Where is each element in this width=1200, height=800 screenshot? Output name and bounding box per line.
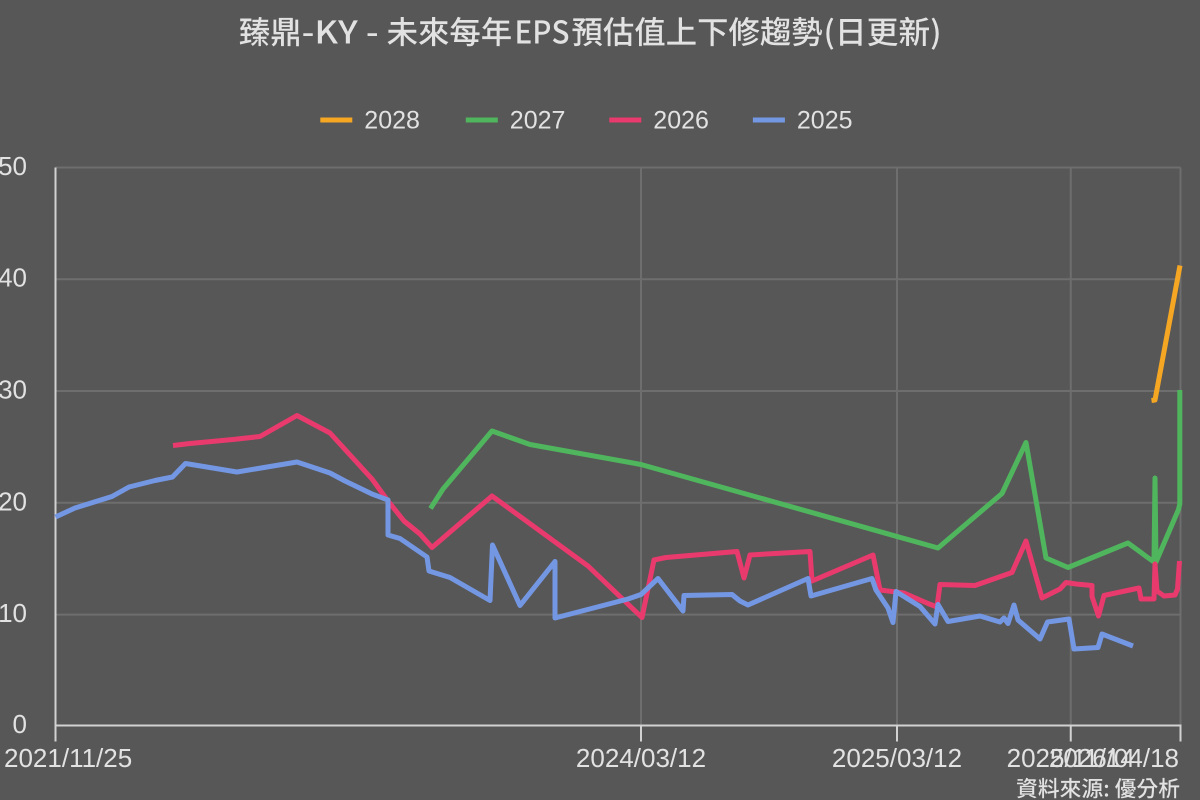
svg-text:30: 30 xyxy=(0,375,27,405)
svg-text:2028: 2028 xyxy=(364,107,420,135)
svg-text:2025/03/12: 2025/03/12 xyxy=(832,743,962,773)
svg-text:2027: 2027 xyxy=(510,107,566,135)
svg-text:10: 10 xyxy=(0,598,27,628)
svg-text:2026: 2026 xyxy=(653,107,709,135)
svg-text:2021/11/25: 2021/11/25 xyxy=(4,743,132,773)
svg-text:50: 50 xyxy=(0,151,27,181)
svg-text:2024/03/12: 2024/03/12 xyxy=(576,743,706,773)
svg-text:20: 20 xyxy=(0,486,27,516)
svg-text:2026/04/18: 2026/04/18 xyxy=(1049,743,1179,773)
svg-text:2025: 2025 xyxy=(797,107,853,135)
svg-text:0: 0 xyxy=(13,709,27,739)
svg-text:40: 40 xyxy=(0,263,27,293)
svg-text:2025/11/14: 2025/11/14 xyxy=(1007,743,1135,773)
